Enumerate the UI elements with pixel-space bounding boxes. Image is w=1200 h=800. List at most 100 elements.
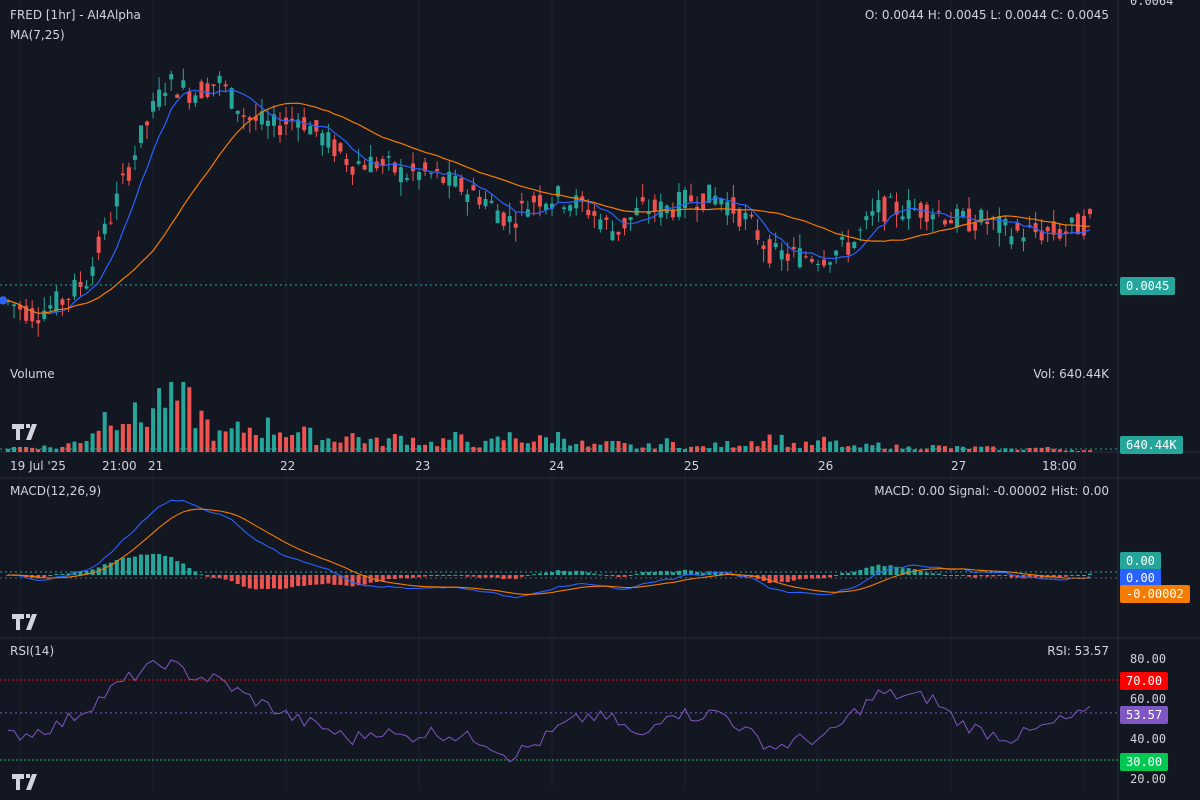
candle-body bbox=[604, 217, 609, 220]
rsi-title: RSI(14) bbox=[10, 644, 55, 658]
macd-histogram-bar bbox=[737, 575, 742, 577]
macd-histogram-bar bbox=[265, 575, 270, 589]
macd-histogram-bar bbox=[670, 572, 675, 575]
macd-histogram-bar bbox=[634, 573, 639, 575]
volume-bar bbox=[404, 444, 409, 452]
macd-histogram-bar bbox=[912, 569, 917, 575]
macd-histogram-bar bbox=[102, 564, 107, 575]
candle-body bbox=[229, 88, 234, 109]
macd-histogram-bar bbox=[1051, 575, 1056, 578]
macd-histogram-bar bbox=[441, 575, 446, 576]
candle-body bbox=[157, 89, 162, 107]
candle-body bbox=[447, 171, 452, 186]
macd-histogram-bar bbox=[997, 575, 1002, 577]
volume-bar bbox=[622, 442, 627, 452]
volume-bar bbox=[562, 438, 567, 452]
macd-histogram-bar bbox=[815, 575, 820, 579]
macd-signal-line bbox=[8, 508, 1091, 595]
volume-bar bbox=[78, 443, 83, 452]
volume-bar bbox=[852, 445, 857, 452]
candle-body bbox=[1009, 236, 1014, 245]
volume-bar bbox=[302, 426, 307, 452]
macd-histogram-bar bbox=[380, 575, 385, 581]
candle-body bbox=[404, 177, 409, 180]
volume-bar bbox=[592, 443, 597, 452]
volume-bar bbox=[30, 447, 35, 452]
macd-histogram-bar bbox=[1003, 575, 1008, 576]
candle-body bbox=[6, 300, 10, 303]
macd-histogram-bar bbox=[477, 575, 482, 578]
macd-histogram-bar bbox=[592, 573, 597, 575]
candle-body bbox=[417, 172, 422, 180]
volume-bar bbox=[471, 446, 476, 452]
candle-body bbox=[979, 209, 984, 223]
volume-bar bbox=[701, 446, 706, 452]
volume-bar bbox=[961, 446, 966, 452]
volume-bar bbox=[731, 447, 736, 452]
candle-body bbox=[755, 230, 760, 240]
candle-body bbox=[640, 197, 645, 202]
candle-body bbox=[410, 163, 415, 172]
volume-bar bbox=[108, 425, 113, 452]
candle-body bbox=[761, 245, 766, 250]
volume-bar bbox=[1033, 447, 1038, 452]
macd-histogram-bar bbox=[132, 556, 137, 575]
ma7-marker bbox=[0, 296, 7, 305]
macd-histogram-bar bbox=[646, 571, 651, 575]
volume-bar bbox=[36, 449, 41, 452]
volume-bar bbox=[344, 436, 349, 452]
volume-bar bbox=[882, 448, 887, 452]
candle-body bbox=[888, 196, 893, 198]
volume-bar bbox=[1039, 447, 1044, 452]
volume-bar bbox=[870, 445, 875, 452]
volume-bar bbox=[906, 446, 911, 452]
candle-body bbox=[290, 118, 295, 121]
volume-bar bbox=[888, 449, 893, 452]
macd-histogram-bar bbox=[392, 575, 397, 580]
volume-bar bbox=[725, 441, 730, 452]
candle-body bbox=[308, 125, 313, 135]
volume-bar bbox=[477, 447, 482, 452]
candle-body bbox=[18, 304, 23, 310]
volume-bar bbox=[120, 423, 125, 452]
rsi-overbought-badge: 70.00 bbox=[1120, 672, 1169, 690]
ma7-line bbox=[7, 88, 1091, 315]
macd-histogram-bar bbox=[622, 575, 627, 577]
candle-body bbox=[876, 200, 881, 213]
macd-histogram-bar bbox=[108, 562, 113, 575]
time-axis-label: 22 bbox=[280, 459, 296, 473]
volume-bar bbox=[864, 443, 869, 452]
macd-histogram-bar bbox=[157, 554, 162, 575]
macd-histogram-bar bbox=[676, 570, 681, 575]
candle-body bbox=[163, 92, 168, 97]
macd-histogram-bar bbox=[604, 574, 609, 576]
candle-body bbox=[1003, 218, 1008, 226]
macd-histogram-bar bbox=[84, 570, 89, 575]
macd-histogram-bar bbox=[284, 575, 289, 589]
macd-histogram-bar bbox=[302, 575, 307, 586]
candle-body bbox=[223, 84, 228, 87]
volume-bar bbox=[846, 446, 851, 452]
candle-body bbox=[247, 117, 252, 121]
volume-bar bbox=[374, 437, 379, 452]
volume-bar bbox=[779, 434, 784, 452]
volume-bar bbox=[912, 449, 917, 452]
volume-bar bbox=[767, 434, 772, 452]
volume-bar bbox=[634, 448, 639, 452]
candle-body bbox=[320, 133, 325, 146]
candle-body bbox=[465, 194, 470, 203]
volume-title: Volume bbox=[10, 367, 55, 381]
candle-body bbox=[145, 121, 150, 126]
candle-body bbox=[441, 177, 446, 183]
candle-body bbox=[985, 221, 990, 225]
time-axis-label: 25 bbox=[684, 459, 700, 473]
macd-histogram-bar bbox=[834, 575, 839, 576]
candle-body bbox=[253, 116, 258, 121]
volume-bar bbox=[350, 433, 355, 452]
candle-body bbox=[435, 168, 440, 172]
time-axis-label: 23 bbox=[415, 459, 431, 473]
volume-bar bbox=[320, 440, 325, 452]
candle-body bbox=[114, 193, 119, 207]
